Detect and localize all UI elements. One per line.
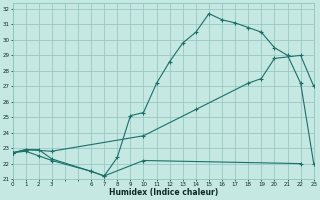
X-axis label: Humidex (Indice chaleur): Humidex (Indice chaleur) xyxy=(108,188,218,197)
